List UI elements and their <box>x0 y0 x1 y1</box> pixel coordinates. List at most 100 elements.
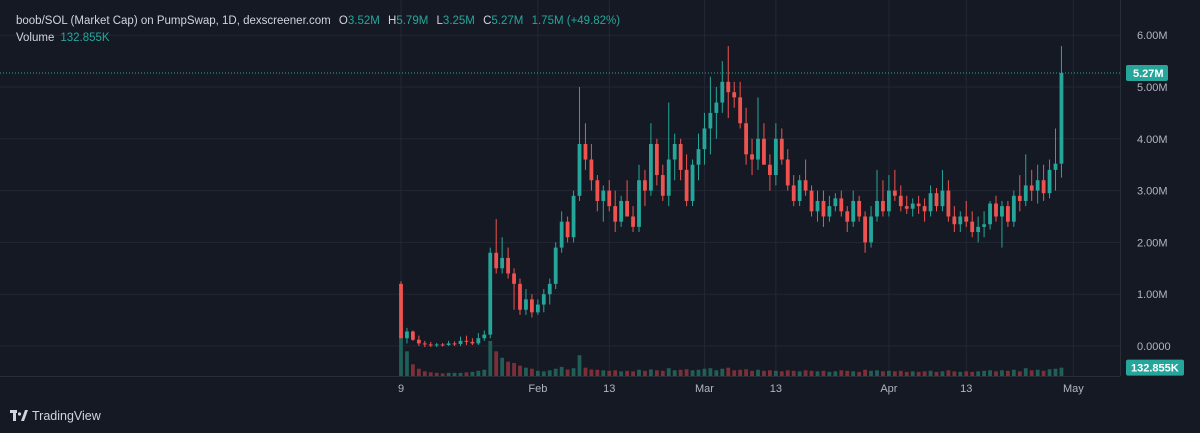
volume-bar <box>541 371 546 376</box>
volume-bar <box>482 369 487 376</box>
candle-body <box>762 138 766 165</box>
volume-bar <box>660 370 665 376</box>
candle <box>910 198 915 217</box>
candle-body <box>1011 195 1016 222</box>
candle <box>744 107 748 165</box>
candle <box>482 330 487 341</box>
candle-body <box>815 200 820 212</box>
volume-bar <box>857 371 862 376</box>
volume-bar <box>779 371 784 376</box>
candle <box>541 289 546 313</box>
candle <box>803 159 808 196</box>
volume-bar <box>684 369 689 376</box>
volume-bar <box>488 340 493 376</box>
volume-bar <box>1011 369 1016 376</box>
volume-bar <box>422 371 427 376</box>
candle <box>625 180 629 217</box>
candle <box>964 200 969 227</box>
volume-bar <box>1035 369 1040 376</box>
candle-body <box>583 143 588 160</box>
candle <box>785 149 790 191</box>
candle-body <box>922 206 927 212</box>
high-label: H <box>388 15 397 27</box>
candle-body <box>553 247 558 284</box>
candle <box>547 278 552 305</box>
volume-bar <box>976 371 981 376</box>
candle <box>1047 159 1052 199</box>
candle <box>1011 190 1016 227</box>
candle-body <box>1029 185 1034 191</box>
candle <box>768 154 772 191</box>
candle <box>684 154 689 207</box>
candle-body <box>875 200 879 217</box>
time-tick-label: 13 <box>770 383 782 395</box>
candle-body <box>601 190 606 201</box>
volume-bar <box>1029 370 1034 376</box>
candle-body <box>982 224 986 227</box>
volume-bar <box>411 364 415 376</box>
volume-bar <box>708 368 713 376</box>
volume-bar <box>762 370 766 376</box>
candle-body <box>970 221 975 233</box>
volume-bar <box>928 370 933 376</box>
volume-bar <box>601 370 606 376</box>
grid <box>0 0 1120 376</box>
volume-bar <box>934 371 939 376</box>
candle-body <box>446 343 451 345</box>
candle-body <box>512 273 516 284</box>
volume-bar <box>524 367 528 376</box>
candle <box>726 46 731 119</box>
candle-body <box>768 164 772 176</box>
candle-body <box>732 92 737 98</box>
candle <box>416 335 421 346</box>
time-tick-label: Apr <box>880 383 897 395</box>
candle <box>643 169 647 207</box>
volume-label[interactable]: Volume <box>16 32 55 44</box>
last-volume-label: 132.855K <box>1131 363 1179 375</box>
candle <box>601 185 606 222</box>
close-value: 5.27M <box>491 15 524 27</box>
volume-bar <box>500 357 505 376</box>
volume-bar <box>797 371 802 376</box>
time-tick-label: 13 <box>603 383 615 395</box>
candle-body <box>869 216 873 243</box>
volume-bar <box>518 365 522 376</box>
volume-bar <box>1041 370 1046 376</box>
price-tick-label: 2.00M <box>1137 237 1168 249</box>
candle-body <box>452 343 457 345</box>
volume-bar <box>547 370 552 376</box>
candle <box>970 211 975 238</box>
candle <box>994 195 998 222</box>
volume-bar <box>887 370 891 376</box>
candle-body <box>696 149 701 165</box>
volume-bar <box>1000 370 1004 376</box>
tradingview-branding[interactable]: TradingView <box>10 409 101 423</box>
candle-body <box>958 216 963 225</box>
symbol-title[interactable]: boob/SOL (Market Cap) on PumpSwap, 1D, d… <box>16 15 331 27</box>
candle-body <box>839 198 844 212</box>
candle-body <box>797 180 802 201</box>
candle-body <box>1035 180 1040 191</box>
volume-bars <box>399 335 1064 376</box>
candle <box>904 195 909 214</box>
candle-body <box>845 211 850 222</box>
candle-body <box>881 200 885 212</box>
change-value: 1.75M (+49.82%) <box>531 15 621 27</box>
candle <box>637 164 641 233</box>
volume-bar <box>785 370 790 376</box>
candle-body <box>833 198 838 207</box>
candle-body <box>565 221 570 238</box>
volume-bar <box>1047 369 1052 376</box>
volume-bar <box>666 368 671 376</box>
candle <box>613 190 618 233</box>
candle-body <box>595 180 600 201</box>
volume-bar <box>815 371 820 376</box>
candle <box>452 341 457 346</box>
volume-bar <box>946 370 951 376</box>
volume-bar <box>952 371 957 376</box>
volume-bar <box>494 351 499 376</box>
candle <box>428 341 433 348</box>
candle-body <box>1053 163 1058 170</box>
candle-body <box>791 185 796 201</box>
